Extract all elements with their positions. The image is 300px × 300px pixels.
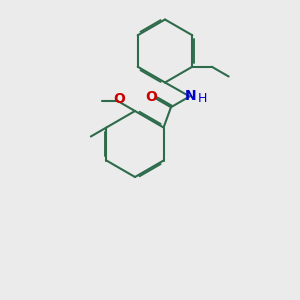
Text: O: O [145, 91, 157, 104]
Text: O: O [113, 92, 125, 106]
Text: N: N [185, 89, 197, 103]
Text: H: H [198, 92, 207, 105]
